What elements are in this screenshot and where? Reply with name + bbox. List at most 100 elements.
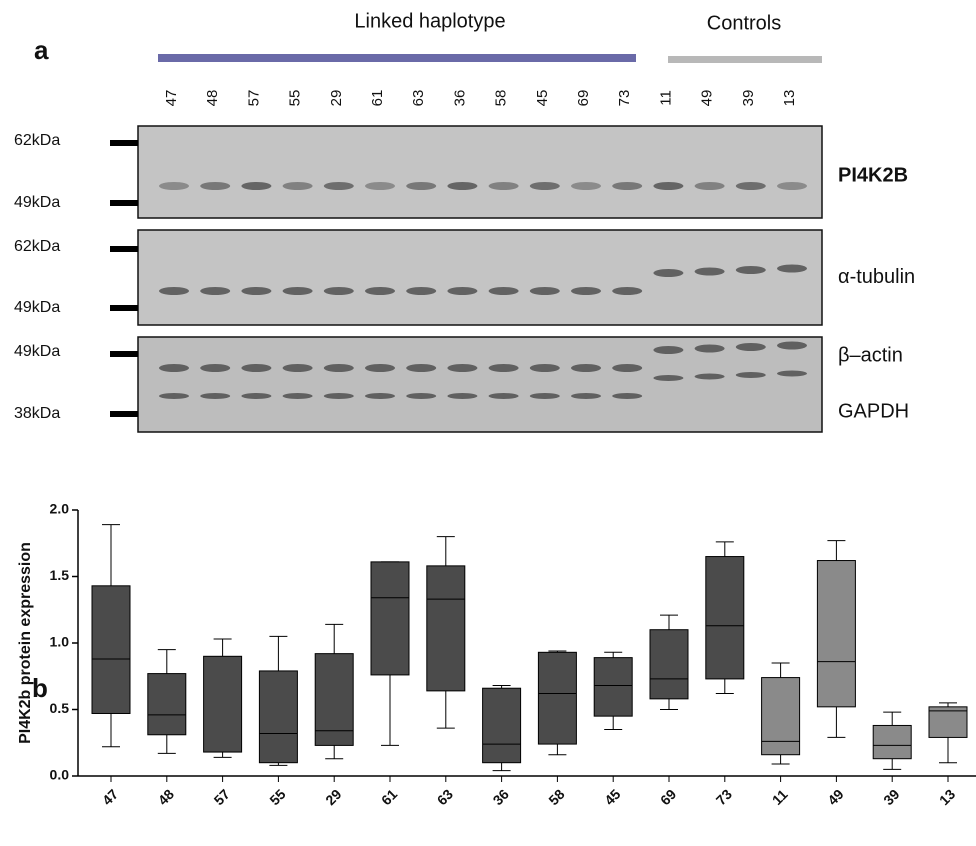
band bbox=[612, 287, 642, 295]
panel-label: b bbox=[32, 673, 48, 703]
panel-label: a bbox=[34, 35, 49, 65]
lane-label: 29 bbox=[328, 90, 345, 107]
band bbox=[777, 182, 807, 190]
marker-bar bbox=[110, 200, 138, 206]
band bbox=[406, 182, 436, 190]
group-label: Controls bbox=[707, 12, 781, 34]
band bbox=[530, 364, 560, 372]
y-tick-label: 0.5 bbox=[50, 700, 70, 716]
band bbox=[736, 266, 766, 274]
band bbox=[365, 393, 395, 399]
x-tick-label: 61 bbox=[378, 786, 400, 808]
band bbox=[571, 364, 601, 372]
marker-label: 38kDa bbox=[14, 405, 60, 422]
marker-label: 49kDa bbox=[14, 343, 60, 360]
box bbox=[427, 566, 465, 691]
x-tick-label: 29 bbox=[322, 786, 344, 808]
y-tick-label: 1.5 bbox=[50, 567, 70, 583]
band bbox=[324, 364, 354, 372]
band bbox=[200, 182, 230, 190]
band bbox=[241, 364, 271, 372]
box bbox=[594, 658, 632, 717]
box bbox=[92, 586, 130, 714]
box bbox=[148, 674, 186, 735]
band bbox=[406, 393, 436, 399]
protein-label: β–actin bbox=[838, 344, 903, 366]
x-tick-label: 13 bbox=[936, 786, 958, 808]
band bbox=[695, 374, 725, 380]
band bbox=[159, 393, 189, 399]
x-tick-label: 39 bbox=[880, 786, 902, 808]
box bbox=[762, 678, 800, 755]
band bbox=[777, 265, 807, 273]
band bbox=[159, 364, 189, 372]
band bbox=[447, 182, 477, 190]
y-tick-label: 1.0 bbox=[50, 634, 70, 650]
x-tick-label: 55 bbox=[266, 786, 288, 808]
band bbox=[365, 287, 395, 295]
group-bar bbox=[158, 54, 636, 62]
band bbox=[283, 364, 313, 372]
band bbox=[736, 343, 766, 351]
band bbox=[736, 182, 766, 190]
band bbox=[612, 393, 642, 399]
band bbox=[489, 393, 519, 399]
band bbox=[200, 364, 230, 372]
band bbox=[653, 346, 683, 354]
lane-label: 13 bbox=[781, 90, 798, 107]
lane-label: 36 bbox=[451, 90, 468, 107]
x-tick-label: 36 bbox=[490, 786, 512, 808]
band bbox=[530, 182, 560, 190]
marker-label: 49kDa bbox=[14, 299, 60, 316]
band bbox=[447, 287, 477, 295]
lane-label: 69 bbox=[575, 90, 592, 107]
band bbox=[571, 287, 601, 295]
x-tick-label: 47 bbox=[99, 786, 121, 808]
blot bbox=[138, 126, 822, 218]
protein-label: α-tubulin bbox=[838, 266, 915, 288]
group-bar bbox=[668, 56, 822, 63]
band bbox=[777, 371, 807, 377]
band bbox=[406, 364, 436, 372]
box bbox=[873, 725, 911, 758]
band bbox=[241, 287, 271, 295]
band bbox=[324, 182, 354, 190]
lane-label: 39 bbox=[740, 90, 757, 107]
x-tick-label: 11 bbox=[769, 786, 791, 808]
y-tick-label: 0.0 bbox=[50, 767, 70, 783]
lane-label: 58 bbox=[493, 90, 510, 107]
marker-label: 62kDa bbox=[14, 132, 60, 149]
box bbox=[817, 561, 855, 707]
box bbox=[204, 656, 242, 752]
x-tick-label: 49 bbox=[824, 786, 846, 808]
band bbox=[283, 393, 313, 399]
band bbox=[324, 287, 354, 295]
box bbox=[259, 671, 297, 763]
group-label: Linked haplotype bbox=[354, 10, 505, 32]
band bbox=[695, 182, 725, 190]
band bbox=[241, 182, 271, 190]
band bbox=[530, 287, 560, 295]
marker-bar bbox=[110, 305, 138, 311]
band bbox=[283, 287, 313, 295]
marker-bar bbox=[110, 246, 138, 252]
y-tick-label: 2.0 bbox=[50, 501, 70, 517]
band bbox=[200, 287, 230, 295]
band bbox=[571, 182, 601, 190]
x-tick-label: 63 bbox=[434, 786, 456, 808]
box bbox=[315, 654, 353, 746]
x-tick-label: 73 bbox=[713, 786, 735, 808]
box bbox=[371, 562, 409, 675]
band bbox=[447, 393, 477, 399]
x-tick-label: 57 bbox=[211, 786, 233, 808]
lane-label: 61 bbox=[369, 90, 386, 107]
lane-label: 11 bbox=[657, 90, 674, 106]
band bbox=[159, 182, 189, 190]
band bbox=[489, 364, 519, 372]
band bbox=[736, 372, 766, 378]
protein-label: PI4K2B bbox=[838, 164, 908, 186]
lane-label: 49 bbox=[699, 90, 716, 107]
protein-label: GAPDH bbox=[838, 400, 909, 422]
band bbox=[695, 345, 725, 353]
lane-label: 47 bbox=[163, 90, 180, 107]
